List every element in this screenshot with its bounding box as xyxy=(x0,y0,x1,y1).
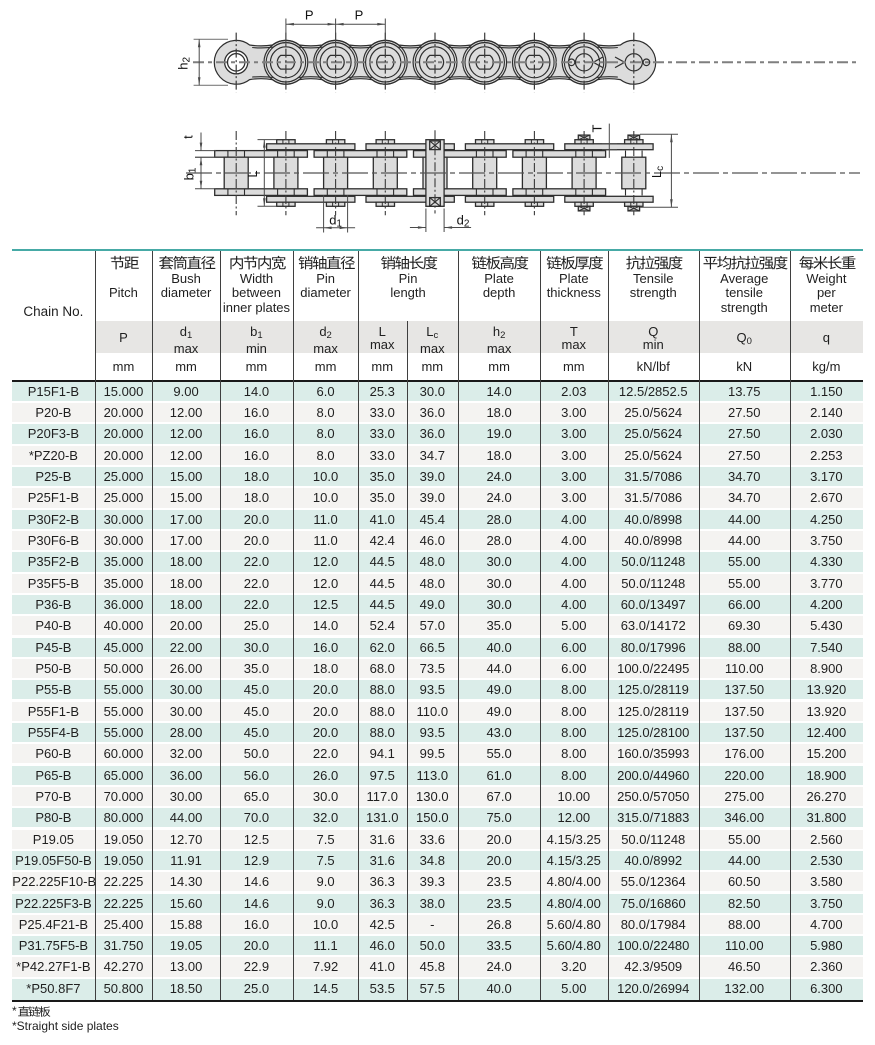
svg-text:b1: b1 xyxy=(182,167,199,180)
svg-text:Lc: Lc xyxy=(649,166,666,178)
svg-text:P: P xyxy=(305,8,314,23)
svg-text:d2: d2 xyxy=(457,213,470,230)
svg-text:L: L xyxy=(245,170,260,177)
svg-text:T: T xyxy=(590,124,605,132)
svg-text:h2: h2 xyxy=(176,56,193,69)
svg-text:P: P xyxy=(355,8,364,23)
svg-text:t: t xyxy=(181,135,196,139)
svg-text:d1: d1 xyxy=(329,213,342,230)
